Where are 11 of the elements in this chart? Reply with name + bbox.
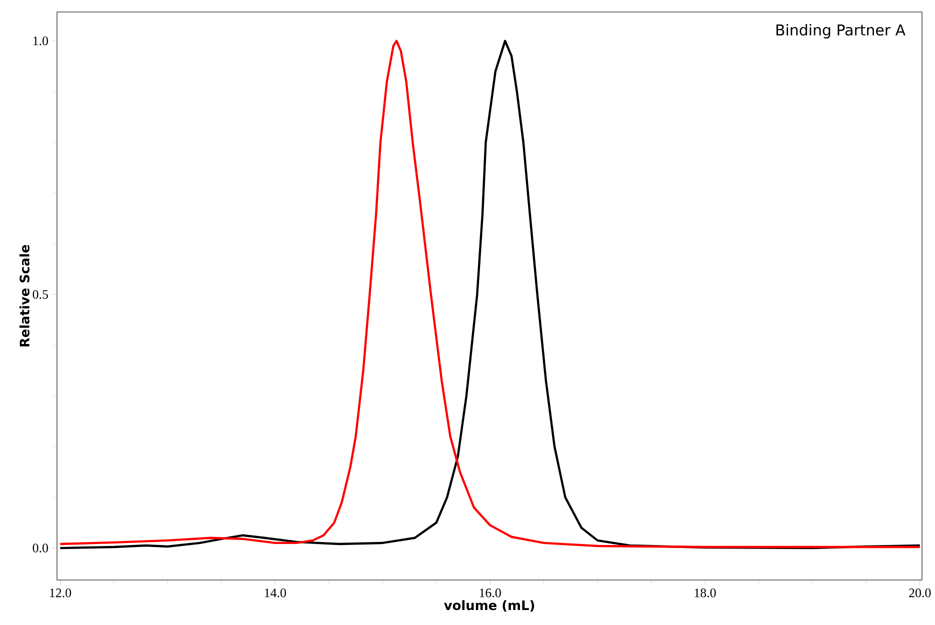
y-axis-title: Relative Scale: [19, 244, 30, 346]
x-tick-label: 20.0: [909, 588, 931, 598]
x-tick-label: 12.0: [50, 588, 72, 598]
x-tick-label: 16.0: [480, 588, 501, 598]
y-tick-label: 1.0: [33, 36, 48, 46]
x-axis-title: volume (mL): [444, 600, 534, 612]
x-tick-label: 18.0: [694, 588, 716, 598]
y-tick-label: 0.0: [32, 544, 48, 552]
y-tick-label: 0.5: [32, 290, 48, 299]
x-tick-label: 14.0: [264, 588, 286, 598]
annotation: Binding Partner A: [776, 24, 906, 38]
